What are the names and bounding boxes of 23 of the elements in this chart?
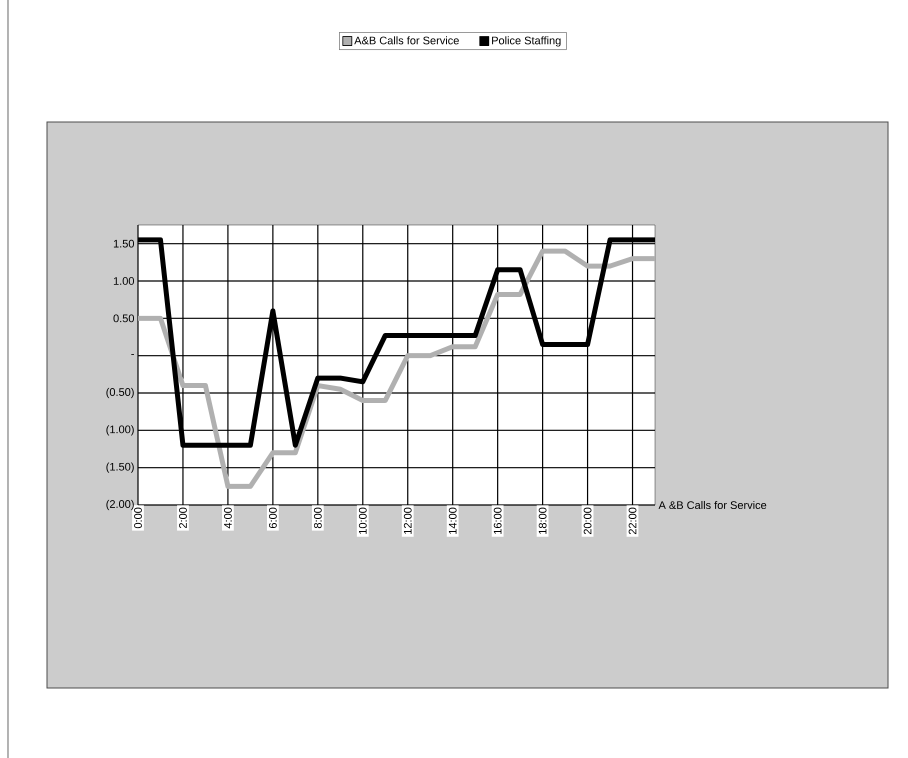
x-tick-label: 22:00 (628, 508, 636, 534)
x-tick-label: 14:00 (448, 508, 457, 534)
y-tick-label: 1.00 (114, 277, 134, 285)
x-tick-label: 8:00 (314, 508, 322, 528)
y-tick-label: (1.50) (106, 462, 134, 473)
x-tick-label: 2:00 (179, 508, 187, 528)
x-tick-label: 18:00 (538, 508, 547, 534)
y-tick-label: (2.00) (106, 500, 134, 510)
legend-label: Police Staffing (492, 36, 561, 47)
y-tick-label: (0.50) (106, 388, 134, 398)
legend-label: A&B Calls for Service (354, 36, 459, 44)
y-tick-label: 1.50 (114, 240, 134, 248)
y-tick-label: 0.50 (113, 314, 134, 322)
x-tick-label: 16:00 (494, 508, 502, 534)
text: A &B Calls for Service (658, 500, 766, 510)
x-tick-label: 0:00 (134, 508, 142, 528)
y-tick-label: (1.00) (106, 425, 134, 436)
x-tick-label: 20:00 (584, 508, 592, 534)
x-tick-label: 6:00 (268, 508, 277, 528)
y-tick-label: - (131, 354, 134, 355)
x-tick-label: 12:00 (404, 508, 412, 534)
x-tick-label: 10:00 (358, 508, 367, 534)
x-tick-label: 4:00 (224, 508, 232, 528)
